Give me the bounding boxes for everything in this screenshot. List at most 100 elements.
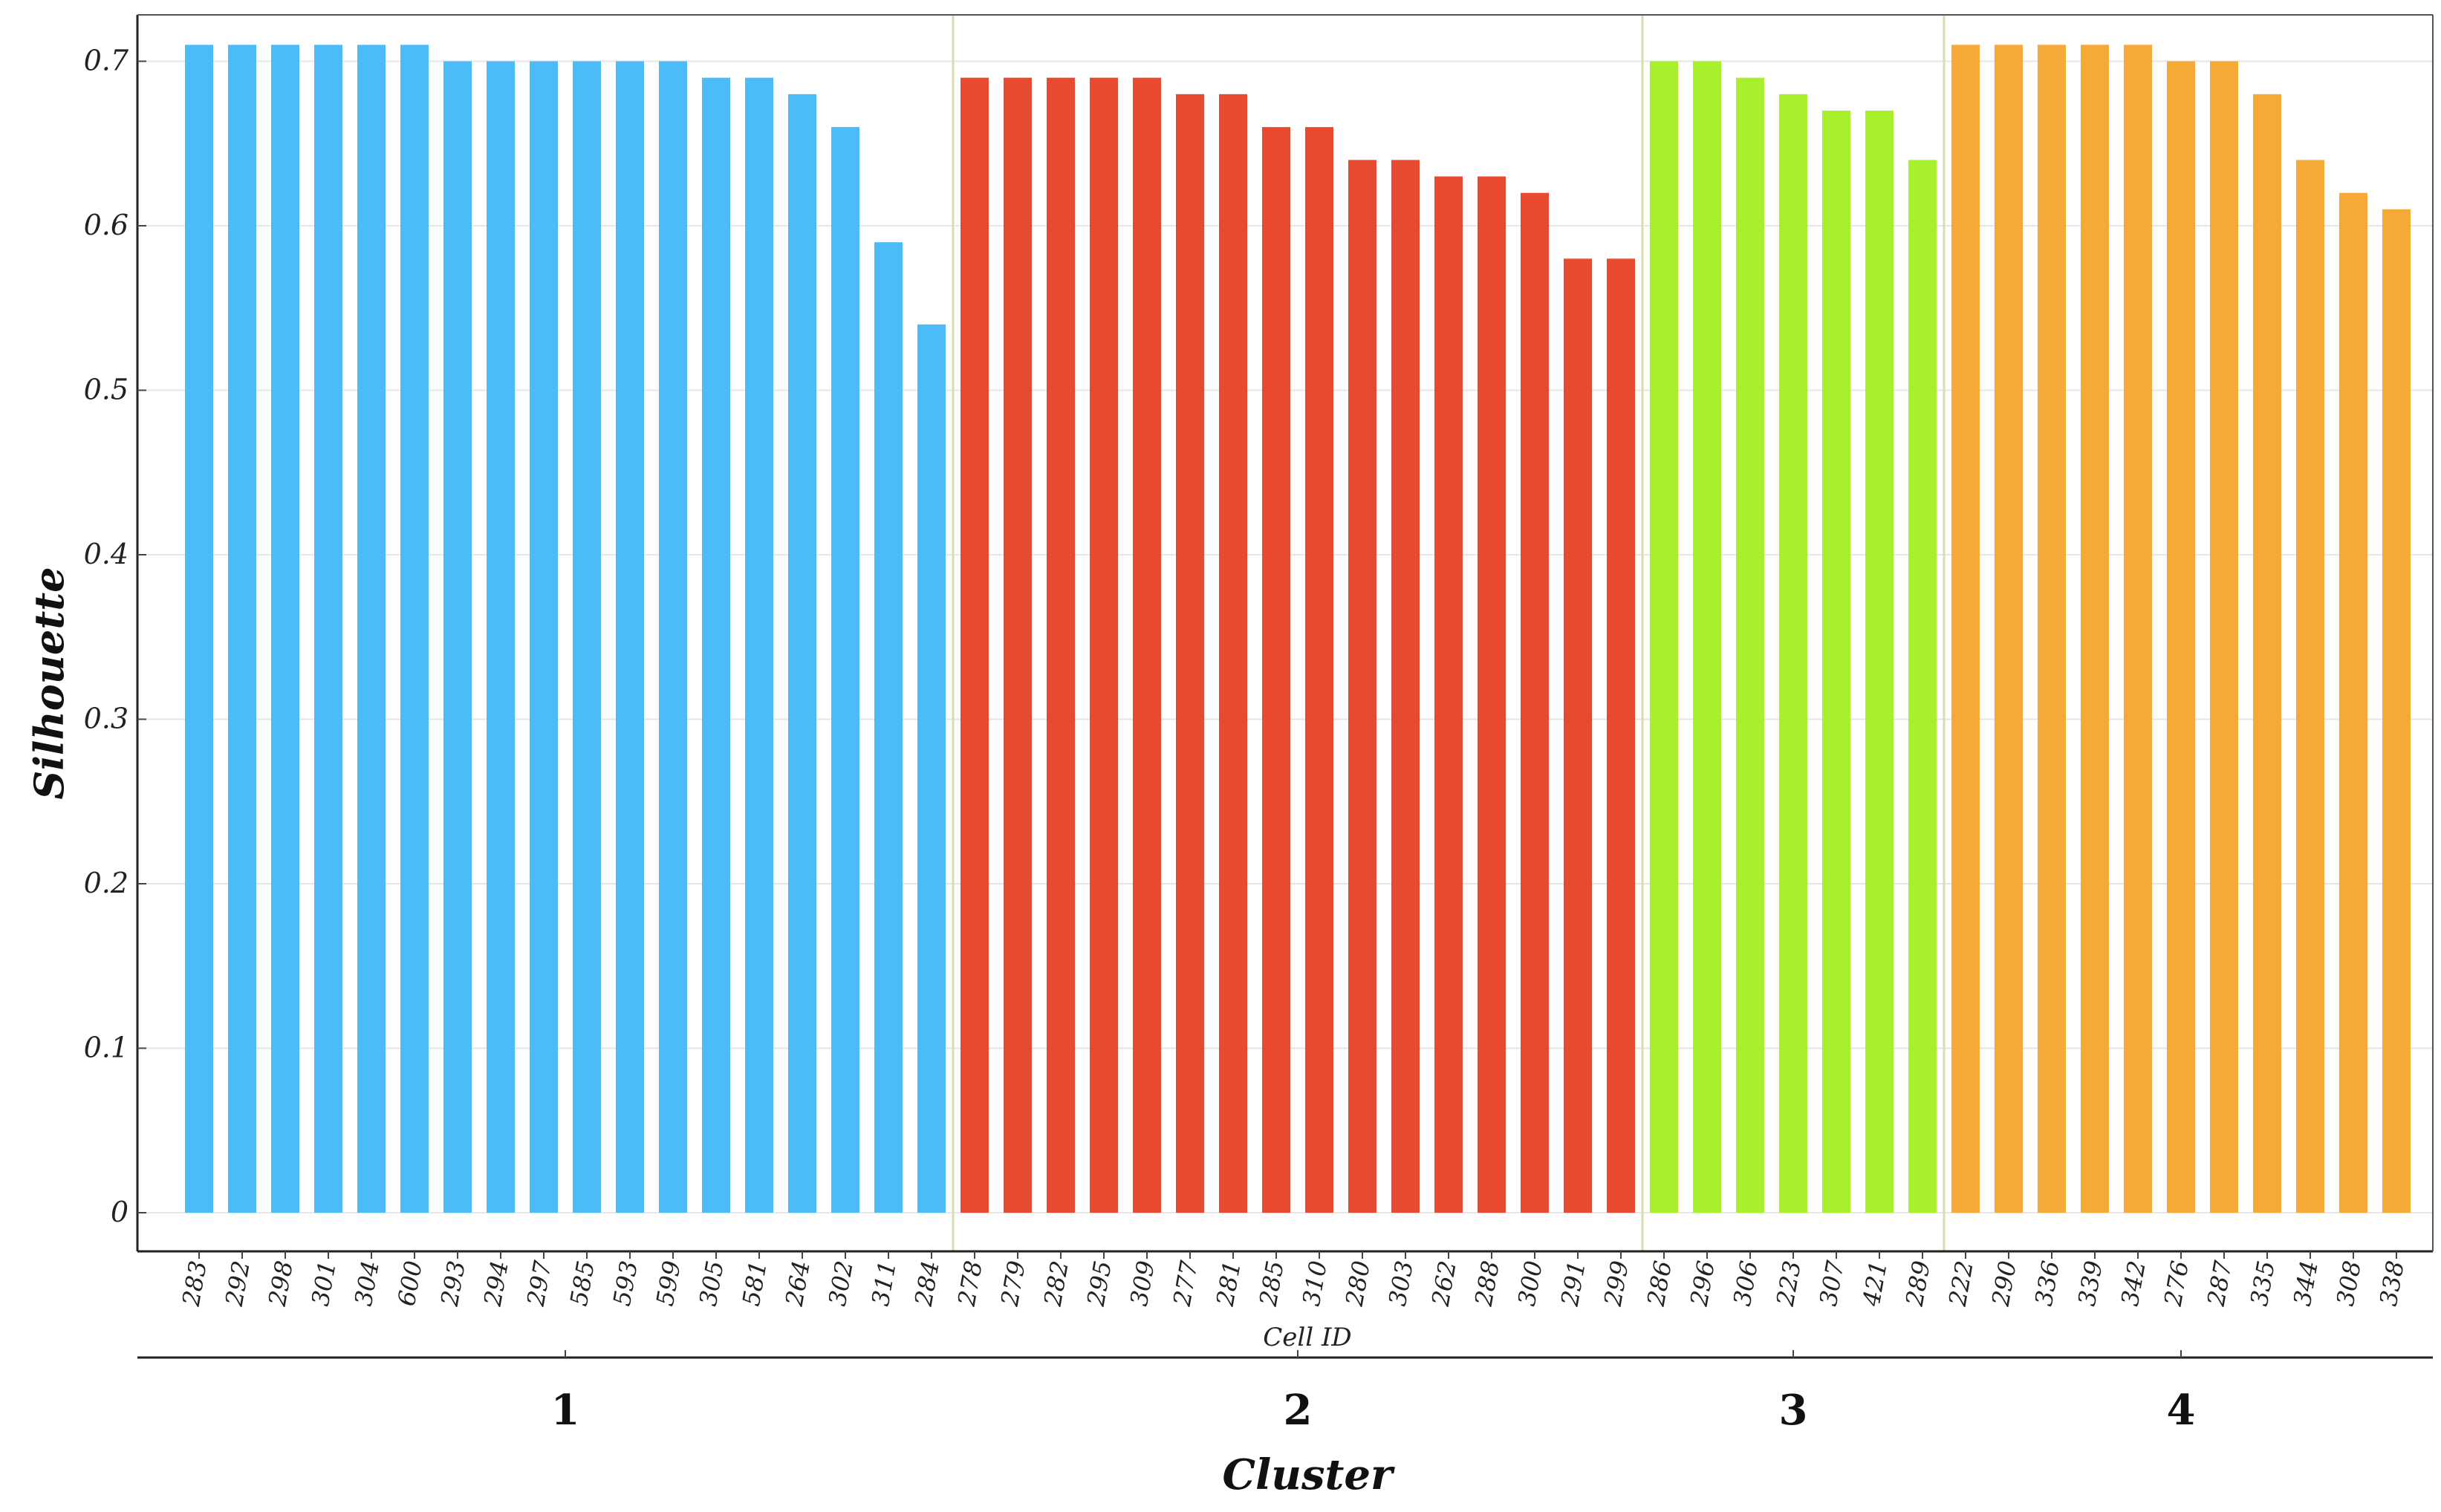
y-tick-label: 0 [111, 1196, 129, 1228]
y-tick-label: 0.2 [84, 867, 129, 899]
bar-cluster-2-cell-285 [1262, 127, 1290, 1213]
cluster-label-4: 4 [2167, 1386, 2196, 1435]
x-tick-label: 338 [2374, 1259, 2410, 1309]
bar-cluster-4-cell-339 [2081, 45, 2109, 1213]
bar-cluster-1-cell-304 [357, 45, 386, 1213]
x-tick-label: 292 [220, 1259, 256, 1309]
y-tick-label: 0.5 [84, 374, 129, 406]
x-tick-label: 280 [1340, 1259, 1376, 1309]
cluster-axis-title: Cluster [1222, 1450, 1395, 1499]
x-tick-label: 303 [1383, 1259, 1419, 1309]
x-tick-label: 344 [2288, 1259, 2324, 1309]
y-tick-label: 0.3 [84, 703, 129, 735]
bar-cluster-4-cell-335 [2253, 94, 2281, 1213]
x-axis-title: Cell ID [1263, 1323, 1351, 1352]
bar-cluster-2-cell-310 [1305, 127, 1333, 1213]
bar-cluster-1-cell-294 [487, 61, 515, 1213]
x-tick-label: 309 [1125, 1259, 1160, 1309]
x-tick-label: 585 [565, 1259, 600, 1309]
bar-cluster-4-cell-338 [2382, 209, 2411, 1213]
axes [136, 14, 2434, 1359]
bar-cluster-1-cell-283 [185, 45, 213, 1213]
cluster-label-3: 3 [1779, 1386, 1808, 1435]
x-tick-label: 600 [392, 1259, 428, 1309]
bar-cluster-3-cell-286 [1650, 61, 1678, 1213]
bar-cluster-1-cell-264 [788, 94, 816, 1213]
bar-cluster-1-cell-581 [745, 77, 773, 1213]
bar-cluster-1-cell-305 [702, 77, 730, 1213]
bar-cluster-4-cell-222 [1951, 45, 1980, 1213]
bar-cluster-2-cell-300 [1521, 192, 1549, 1213]
bar-cluster-1-cell-298 [271, 45, 299, 1213]
bar-cluster-2-cell-281 [1219, 94, 1247, 1213]
x-tick-label: 304 [349, 1259, 385, 1309]
bar-cluster-3-cell-289 [1908, 160, 1937, 1213]
x-tick-label: 286 [1642, 1259, 1677, 1309]
bar-cluster-2-cell-282 [1047, 77, 1075, 1213]
bar-cluster-1-cell-301 [314, 45, 342, 1213]
x-tick-label: 293 [435, 1259, 471, 1309]
x-tick-label: 284 [909, 1259, 945, 1309]
x-tick-label: 307 [1814, 1258, 1850, 1308]
x-tick-label: 599 [651, 1259, 686, 1309]
x-tick-label: 336 [2029, 1259, 2065, 1309]
x-tick-label: 264 [780, 1259, 816, 1309]
x-tick-label: 335 [2245, 1259, 2281, 1309]
x-tick-label: 298 [263, 1259, 299, 1309]
y-tick-label: 0.4 [84, 538, 129, 570]
x-tick-labels: 283 292 298 301 304 600 293 294 297 585 593 599 305 5… [177, 1251, 2410, 1309]
x-tick-label: 421 [1857, 1259, 1893, 1309]
bar-cluster-2-cell-277 [1176, 94, 1204, 1213]
x-tick-label: 310 [1297, 1259, 1333, 1309]
x-tick-label: 291 [1556, 1259, 1591, 1309]
bars [185, 45, 2411, 1213]
x-tick-label: 285 [1254, 1259, 1290, 1309]
bar-cluster-1-cell-599 [659, 61, 687, 1213]
cluster-label-2: 2 [1284, 1386, 1313, 1435]
bar-cluster-2-cell-279 [1004, 77, 1032, 1213]
bar-cluster-4-cell-276 [2167, 61, 2195, 1213]
x-tick-label: 277 [1168, 1258, 1203, 1309]
y-tick-label: 0.1 [84, 1032, 129, 1064]
bar-cluster-4-cell-342 [2124, 45, 2152, 1213]
x-tick-label: 301 [306, 1259, 342, 1309]
bar-cluster-4-cell-287 [2210, 61, 2238, 1213]
x-tick-label: 262 [1426, 1259, 1462, 1309]
y-tick-label: 0.7 [84, 45, 129, 77]
x-tick-label: 289 [1900, 1259, 1936, 1309]
bar-cluster-3-cell-223 [1779, 94, 1807, 1213]
bar-cluster-4-cell-344 [2296, 160, 2324, 1213]
bar-cluster-3-cell-421 [1865, 110, 1894, 1213]
bar-cluster-1-cell-585 [573, 61, 601, 1213]
x-tick-label: 281 [1211, 1259, 1246, 1309]
x-tick-label: 581 [737, 1259, 773, 1309]
bar-cluster-2-cell-303 [1391, 160, 1420, 1213]
x-tick-label: 299 [1599, 1259, 1634, 1309]
bar-cluster-3-cell-296 [1693, 61, 1721, 1213]
bar-cluster-2-cell-295 [1090, 77, 1118, 1213]
x-tick-label: 278 [952, 1259, 988, 1309]
bar-cluster-3-cell-306 [1736, 77, 1764, 1213]
cluster-label-1: 1 [551, 1386, 580, 1435]
x-tick-label: 305 [694, 1259, 729, 1309]
bar-cluster-1-cell-284 [917, 324, 946, 1213]
bar-cluster-2-cell-299 [1607, 258, 1635, 1213]
x-tick-label: 300 [1512, 1259, 1548, 1309]
x-tick-label: 279 [995, 1259, 1031, 1309]
bar-cluster-1-cell-593 [616, 61, 644, 1213]
x-tick-label: 342 [2116, 1259, 2151, 1309]
bar-cluster-1-cell-311 [874, 242, 903, 1213]
x-tick-label: 593 [608, 1259, 643, 1309]
bar-cluster-1-cell-600 [400, 45, 429, 1213]
x-tick-label: 302 [823, 1259, 859, 1309]
y-tick-label: 0.6 [84, 209, 129, 241]
bar-cluster-1-cell-302 [831, 127, 859, 1213]
x-tick-label: 308 [2331, 1259, 2367, 1309]
x-tick-label: 295 [1082, 1259, 1117, 1309]
x-tick-label: 222 [1943, 1259, 1979, 1309]
bar-cluster-2-cell-291 [1564, 258, 1592, 1213]
x-tick-label: 283 [177, 1259, 212, 1309]
bar-cluster-2-cell-309 [1133, 77, 1161, 1213]
x-tick-label: 223 [1771, 1259, 1807, 1309]
